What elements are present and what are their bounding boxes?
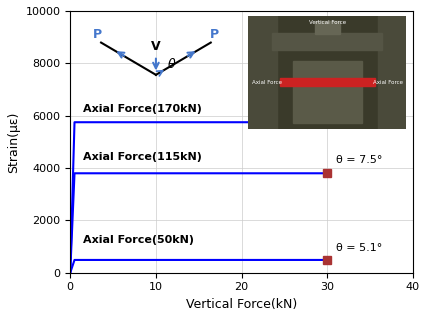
Text: θ = 17.5°: θ = 17.5°: [335, 121, 389, 131]
Text: θ = 7.5°: θ = 7.5°: [335, 155, 381, 165]
Text: θ = 5.1°: θ = 5.1°: [335, 243, 381, 253]
Y-axis label: Strain(με): Strain(με): [7, 111, 20, 173]
Text: Axial Force(50kN): Axial Force(50kN): [83, 235, 194, 245]
Text: Axial Force(115kN): Axial Force(115kN): [83, 152, 201, 162]
X-axis label: Vertical Force(kN): Vertical Force(kN): [186, 298, 296, 311]
Text: Axial Force(170kN): Axial Force(170kN): [83, 104, 201, 114]
